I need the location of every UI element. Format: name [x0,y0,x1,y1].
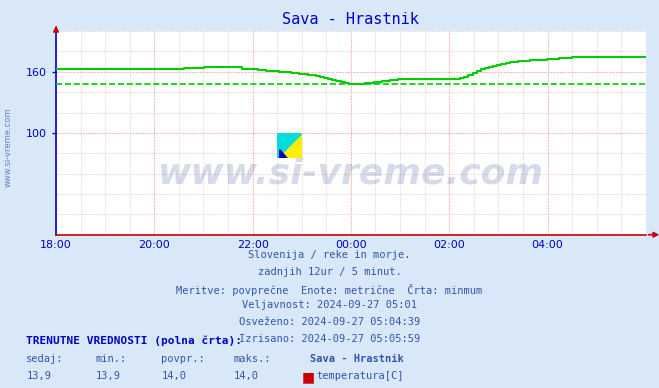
Text: Izrisano: 2024-09-27 05:05:59: Izrisano: 2024-09-27 05:05:59 [239,334,420,344]
Text: 14,0: 14,0 [161,371,186,381]
Text: Meritve: povprečne  Enote: metrične  Črta: minmum: Meritve: povprečne Enote: metrične Črta:… [177,284,482,296]
Text: Veljavnost: 2024-09-27 05:01: Veljavnost: 2024-09-27 05:01 [242,300,417,310]
Text: min.:: min.: [96,354,127,364]
Text: Osveženo: 2024-09-27 05:04:39: Osveženo: 2024-09-27 05:04:39 [239,317,420,327]
Text: www.si-vreme.com: www.si-vreme.com [3,108,13,187]
Text: ■: ■ [302,371,315,385]
Text: zadnjih 12ur / 5 minut.: zadnjih 12ur / 5 minut. [258,267,401,277]
Polygon shape [277,133,302,158]
Text: povpr.:: povpr.: [161,354,205,364]
Polygon shape [279,149,287,158]
Text: 14,0: 14,0 [234,371,259,381]
Text: 13,9: 13,9 [96,371,121,381]
Text: Sava - Hrastnik: Sava - Hrastnik [310,354,403,364]
Title: Sava - Hrastnik: Sava - Hrastnik [283,12,419,27]
Text: maks.:: maks.: [234,354,272,364]
Text: temperatura[C]: temperatura[C] [316,371,404,381]
Polygon shape [277,133,302,158]
Text: 13,9: 13,9 [26,371,51,381]
Text: www.si-vreme.com: www.si-vreme.com [158,157,544,191]
Text: TRENUTNE VREDNOSTI (polna črta):: TRENUTNE VREDNOSTI (polna črta): [26,336,243,346]
Text: sedaj:: sedaj: [26,354,64,364]
Text: Slovenija / reke in morje.: Slovenija / reke in morje. [248,250,411,260]
